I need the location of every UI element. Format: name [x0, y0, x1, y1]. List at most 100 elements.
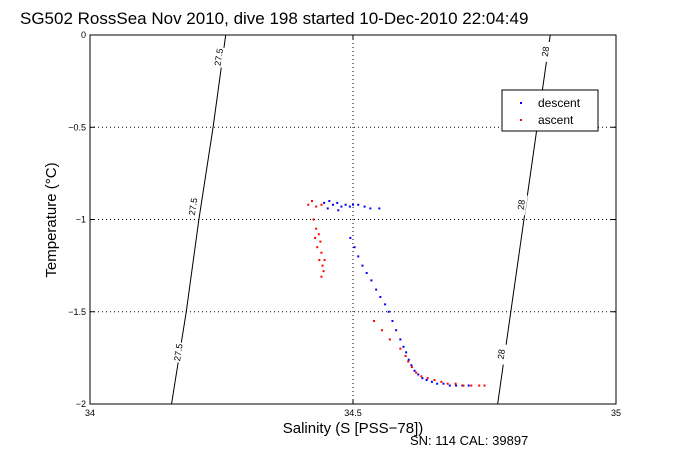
ascent-point	[483, 384, 486, 387]
ascent-point	[320, 203, 323, 206]
legend-marker-ascent	[520, 119, 522, 121]
legend-box	[501, 89, 599, 132]
descent-point	[365, 272, 368, 275]
contour-label-bg	[494, 343, 508, 365]
ascent-point	[407, 360, 410, 363]
descent-point	[323, 201, 326, 204]
descent-point	[442, 382, 445, 385]
descent-point	[461, 384, 464, 387]
data-points	[307, 200, 486, 387]
contour-label-bg	[514, 194, 528, 216]
descent-point	[378, 207, 381, 210]
ascent-point	[470, 384, 473, 387]
ascent-point	[317, 233, 320, 236]
ascent-point	[312, 218, 315, 221]
descent-point	[344, 203, 347, 206]
ascent-point	[380, 329, 383, 332]
descent-point	[337, 209, 340, 212]
descent-point	[357, 255, 360, 258]
ascent-point	[373, 319, 376, 322]
descent-point	[328, 200, 331, 203]
contour-label-bg	[212, 46, 226, 68]
ascent-point	[323, 259, 326, 262]
chart-title: SG502 RossSea Nov 2010, dive 198 started…	[20, 9, 528, 28]
descent-point	[326, 207, 329, 210]
descent-point	[332, 203, 335, 206]
legend-label-descent: descent	[538, 96, 581, 110]
ascent-point	[433, 379, 436, 382]
contour-label: 28	[496, 349, 507, 360]
serial-calibration-note: SN: 114 CAL: 39897	[410, 433, 528, 448]
density-contours: 27.5 27.5 27.5 28 28 28	[171, 34, 552, 405]
descent-point	[436, 382, 439, 385]
descent-point	[349, 236, 352, 239]
descent-point	[336, 201, 339, 204]
ascent-point	[310, 200, 313, 203]
ascent-point	[322, 270, 325, 273]
descent-point	[413, 369, 416, 372]
ascent-point	[420, 375, 423, 378]
ascent-point	[478, 384, 481, 387]
contour-label: 27.5	[172, 343, 184, 362]
ascent-point	[321, 264, 324, 267]
descent-point	[348, 205, 351, 208]
grid-lines	[90, 35, 616, 404]
contour-label-bg	[539, 40, 552, 63]
y-tick-label: −0.5	[68, 122, 86, 132]
ascent-point	[320, 251, 323, 254]
descent-point	[387, 310, 390, 313]
y-tick-label: −1	[76, 215, 86, 225]
descent-point	[340, 205, 343, 208]
axis-ticks: 34 34.5 35 −2 −1.5 −1 −0.5 0	[68, 30, 621, 418]
ascent-point	[426, 377, 429, 380]
contour-label-bg	[171, 341, 185, 363]
descent-point	[410, 364, 413, 367]
ascent-point	[318, 259, 321, 262]
y-tick-label: 0	[81, 30, 86, 40]
descent-point	[357, 203, 360, 206]
density-contour-line	[171, 34, 227, 405]
ascent-point	[315, 227, 318, 230]
legend: descent ascent	[501, 89, 599, 132]
descent-point	[369, 207, 372, 210]
ascent-point	[316, 246, 319, 249]
x-axis-label: Salinity (S [PSS−78])	[283, 420, 423, 437]
ascent-point	[319, 240, 322, 243]
ascent-point	[415, 371, 418, 374]
ascent-point	[314, 236, 317, 239]
x-tick-label: 34.5	[344, 408, 362, 418]
descent-point	[425, 379, 428, 382]
descent-point	[448, 384, 451, 387]
ascent-point	[410, 366, 413, 369]
descent-point	[363, 205, 366, 208]
descent-point	[391, 319, 394, 322]
ascent-point	[307, 203, 310, 206]
descent-point	[352, 203, 354, 206]
descent-point	[402, 345, 405, 348]
ascent-point	[462, 384, 465, 387]
ascent-point	[446, 382, 449, 385]
descent-point	[430, 380, 433, 383]
descent-point	[384, 303, 387, 306]
descent-point	[405, 351, 408, 354]
ascent-point	[404, 355, 407, 358]
contour-label-bg	[186, 195, 200, 218]
descent-point	[407, 358, 410, 361]
descent-point	[379, 295, 382, 298]
series-descent	[323, 200, 470, 387]
descent-point	[375, 288, 378, 291]
descent-point	[395, 329, 398, 332]
descent-point	[417, 373, 420, 376]
descent-point	[455, 384, 458, 387]
descent-point	[370, 279, 373, 282]
ascent-point	[320, 275, 323, 278]
descent-point	[467, 384, 470, 387]
x-tick-label: 34	[85, 408, 95, 418]
y-axis-label: Temperature (°C)	[43, 162, 60, 277]
descent-point	[361, 264, 364, 267]
x-tick-label: 35	[611, 408, 621, 418]
y-tick-label: −2	[76, 399, 86, 409]
legend-label-ascent: ascent	[538, 113, 574, 127]
contour-label: 28	[540, 46, 551, 57]
